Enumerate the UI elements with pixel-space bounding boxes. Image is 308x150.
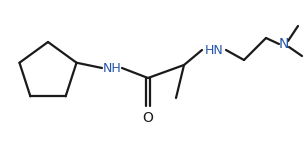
Text: HN: HN [205,44,223,57]
Text: NH: NH [103,61,121,75]
Text: O: O [143,111,153,125]
Text: N: N [279,37,289,51]
